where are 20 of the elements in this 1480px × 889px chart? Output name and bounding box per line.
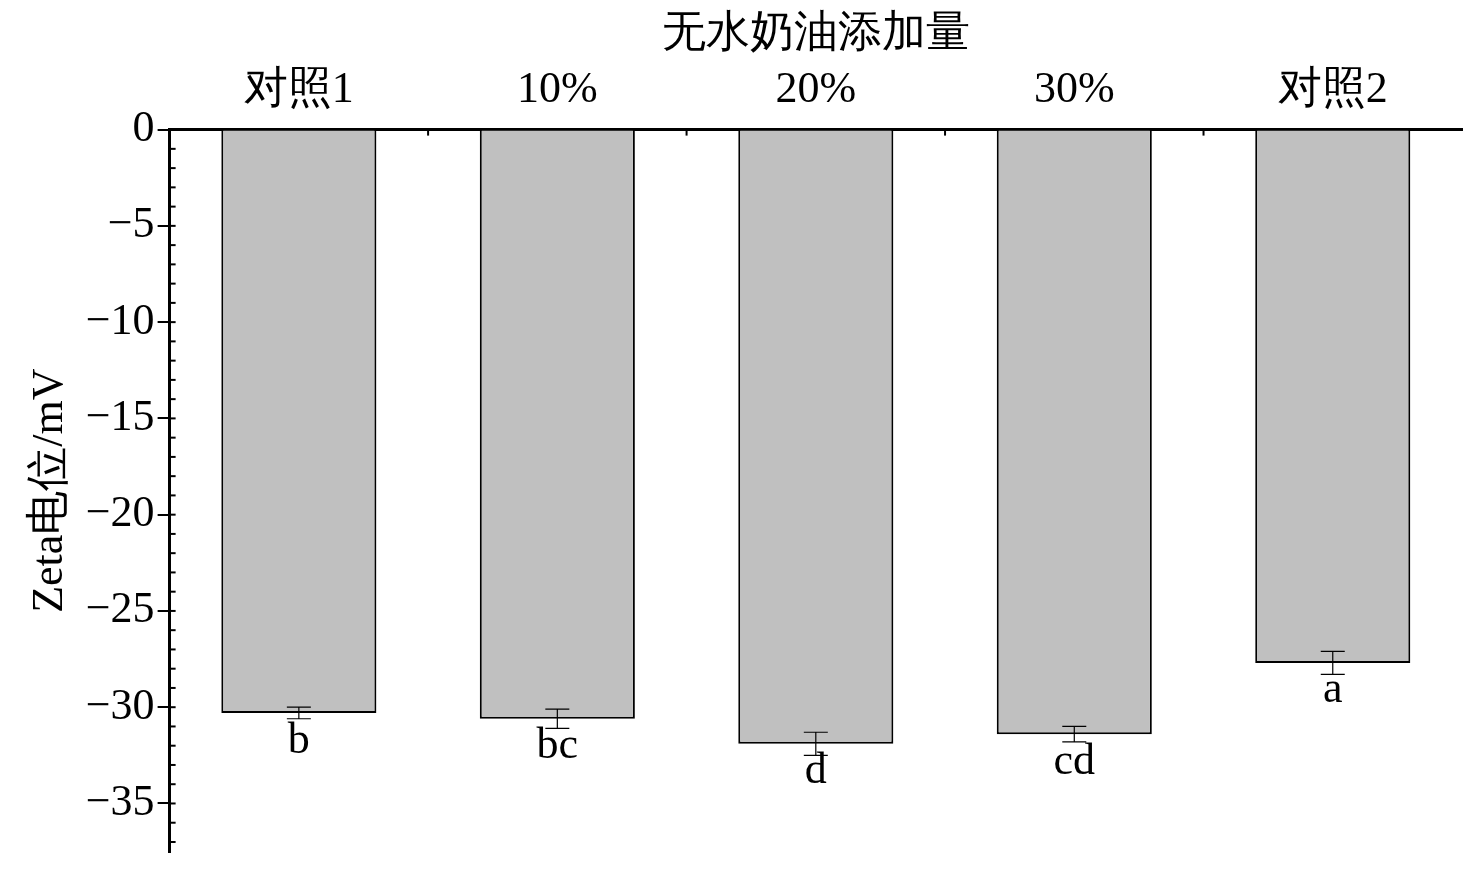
- x-tick-label: 对照1: [243, 62, 354, 112]
- annotation: a: [1323, 663, 1343, 713]
- x-tick-label: 对照2: [1277, 62, 1388, 112]
- x-tick-label: 30%: [1033, 62, 1115, 112]
- annotation: cd: [1053, 734, 1096, 784]
- y-tick-label: −30: [85, 679, 155, 729]
- x-tick-label: 20%: [775, 62, 857, 112]
- y-tick-label: 0: [132, 102, 155, 152]
- y-tick-label: −15: [85, 390, 155, 440]
- annotation: bc: [536, 719, 579, 769]
- annotation: d: [804, 744, 827, 794]
- y-tick-label: −20: [85, 487, 155, 537]
- y-tick-label: −35: [85, 776, 155, 826]
- x-tick-label: 10%: [517, 62, 598, 112]
- y-tick-label: −25: [85, 583, 155, 633]
- x-axis-title: 无水奶油添加量: [661, 6, 970, 56]
- y-tick-label: −10: [85, 294, 155, 344]
- annotation: b: [287, 713, 310, 763]
- y-tick-label: −5: [107, 198, 155, 248]
- y-axis-title: Zeta电位/mV: [22, 368, 72, 613]
